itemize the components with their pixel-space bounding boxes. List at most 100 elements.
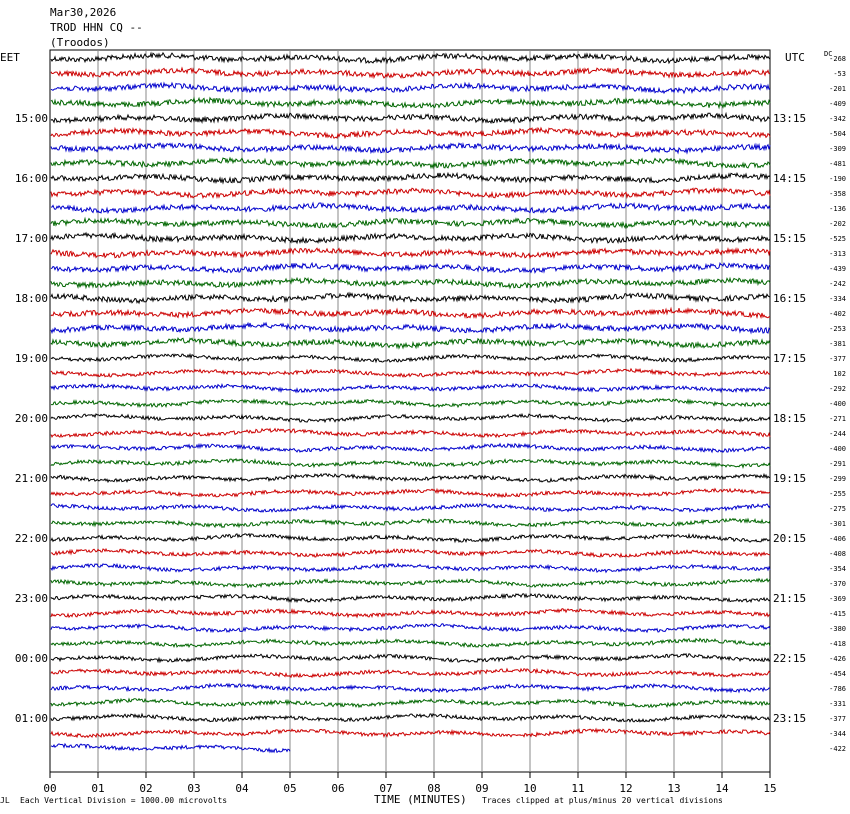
dc-offset-labels: -268 -53 -201 -409 -342 -504 -309 -481 -190 -358 -…: [829, 55, 846, 753]
right-time-label: 20:15: [773, 532, 806, 545]
trace-line: [50, 126, 771, 140]
x-tick-label: 13: [667, 782, 680, 795]
trace-line: [50, 261, 771, 275]
dc-offset-label: -331: [829, 700, 846, 708]
dc-offset-label: -454: [829, 670, 846, 678]
dc-offset-label: -402: [829, 310, 846, 318]
trace-line: [50, 562, 771, 574]
dc-offset-label: -244: [829, 430, 846, 438]
dc-offset-label: -358: [829, 190, 846, 198]
x-tick-labels: 00 01 02 03 04 05 06 07 08 09 10 11 12 13 14 15: [43, 772, 777, 795]
right-time-label: 17:15: [773, 352, 806, 365]
x-tick-label: 04: [235, 782, 249, 795]
right-time-label: 13:15: [773, 112, 806, 125]
trace-line: [50, 367, 771, 378]
left-time-label: 00:00: [15, 652, 48, 665]
dc-offset-label: -377: [829, 355, 846, 363]
dc-offset-label: -409: [829, 100, 846, 108]
clip-note: Traces clipped at plus/minus 20 vertical…: [482, 796, 723, 805]
dc-offset-label: 102: [833, 370, 846, 378]
trace-line: [50, 96, 771, 110]
left-time-label: 15:00: [15, 112, 48, 125]
dc-offset-label: -53: [833, 70, 846, 78]
header-station: TROD HHN CQ --: [50, 21, 143, 34]
right-time-label: 14:15: [773, 172, 806, 185]
x-tick-label: 06: [331, 782, 344, 795]
trace-line: [50, 141, 771, 155]
left-time-label: 21:00: [15, 472, 48, 485]
x-tick-label: 15: [763, 782, 776, 795]
header-date: Mar30,2026: [50, 6, 116, 19]
dc-offset-label: -301: [829, 520, 846, 528]
x-tick-label: 12: [619, 782, 632, 795]
trace-line: [50, 66, 771, 80]
right-time-label: 19:15: [773, 472, 806, 485]
dc-offset-label: -380: [829, 625, 846, 633]
right-time-labels: 13:15 14:15 15:15 16:15 17:15 18:15 19:15 20:15…: [773, 112, 806, 725]
dc-offset-label: -400: [829, 400, 846, 408]
trace-line: [50, 337, 771, 350]
trace-line: [50, 81, 771, 95]
x-tick-label: 11: [571, 782, 584, 795]
left-time-label: 22:00: [15, 532, 48, 545]
dc-offset-label: -313: [829, 250, 846, 258]
dc-offset-label: -292: [829, 385, 846, 393]
trace-line: [50, 442, 771, 454]
dc-offset-label: -190: [829, 175, 846, 183]
left-time-label: 01:00: [15, 712, 48, 725]
x-axis-title: TIME (MINUTES): [374, 793, 467, 806]
dc-offset-label: -268: [829, 55, 846, 63]
dc-offset-label: -291: [829, 460, 846, 468]
trace-line: [50, 201, 771, 215]
trace-line: [50, 697, 771, 709]
logo-mark: JL: [0, 796, 10, 805]
trace-line: [50, 592, 771, 604]
trace-line: [50, 412, 771, 424]
dc-offset-label: -242: [829, 280, 846, 288]
x-tick-label: 09: [475, 782, 488, 795]
dc-offset-label: -525: [829, 235, 846, 243]
dc-offset-label: -202: [829, 220, 846, 228]
trace-line: [50, 742, 291, 754]
trace-line: [50, 276, 771, 290]
right-time-label: 15:15: [773, 232, 806, 245]
right-time-label: 22:15: [773, 652, 806, 665]
right-timezone: UTC: [785, 51, 805, 64]
trace-line: [51, 398, 771, 409]
dc-offset-label: -400: [829, 445, 846, 453]
left-time-labels: 15:00 16:00 17:00 18:00 19:00 20:00 21:00 22:00…: [15, 112, 48, 725]
dc-offset-label: -255: [829, 490, 846, 498]
right-time-label: 21:15: [773, 592, 806, 605]
trace-line: [50, 472, 771, 484]
left-time-label: 18:00: [15, 292, 48, 305]
dc-offset-label: -275: [829, 505, 846, 513]
x-tick-label: 08: [427, 782, 440, 795]
trace-line: [50, 577, 771, 589]
dc-offset-label: -201: [829, 85, 846, 93]
dc-offset-label: -342: [829, 115, 846, 123]
grid-lines: [49, 49, 771, 773]
dc-offset-label: -426: [829, 655, 846, 663]
trace-line: [50, 623, 771, 634]
dc-offset-label: -309: [829, 145, 846, 153]
left-time-label: 17:00: [15, 232, 48, 245]
dc-header: DC: [824, 50, 832, 58]
trace-line: [50, 216, 770, 230]
right-time-label: 18:15: [773, 412, 806, 425]
dc-offset-label: -271: [829, 415, 846, 423]
header-location: (Troodos): [50, 36, 110, 49]
trace-line: [50, 427, 771, 439]
trace-line: [50, 382, 771, 394]
trace-line: [50, 457, 771, 470]
dc-offset-label: -786: [829, 685, 846, 693]
trace-line: [50, 321, 771, 335]
dc-offset-label: -344: [829, 730, 846, 738]
dc-offset-label: -370: [829, 580, 846, 588]
trace-line: [50, 667, 771, 679]
trace-line: [50, 186, 771, 200]
trace-line: [50, 487, 771, 499]
traces: [50, 51, 771, 754]
dc-offset-label: -422: [829, 745, 846, 753]
dc-offset-label: -369: [829, 595, 846, 603]
